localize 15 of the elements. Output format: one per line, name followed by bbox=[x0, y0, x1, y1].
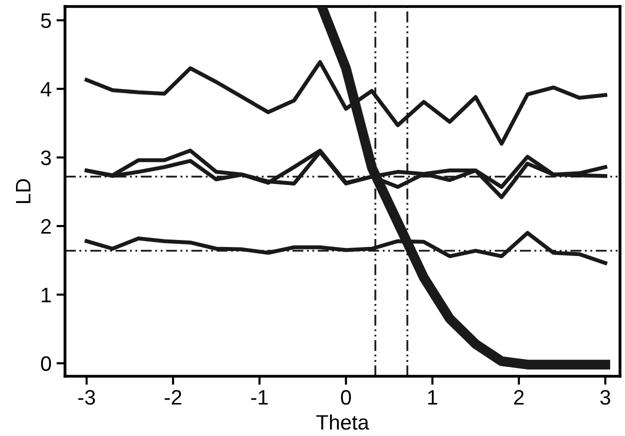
x-tick-label: -3 bbox=[78, 390, 95, 405]
x-tick-label: 2 bbox=[514, 390, 524, 405]
y-axis-title: LD bbox=[16, 179, 30, 204]
x-tick-label: -1 bbox=[251, 390, 268, 405]
y-tick-label: 1 bbox=[42, 288, 51, 302]
x-tick-label: 3 bbox=[600, 390, 610, 405]
x-tick-label: 1 bbox=[428, 390, 438, 405]
y-tick-label: 3 bbox=[41, 150, 51, 166]
y-tick-label: 4 bbox=[40, 82, 52, 96]
y-tick-label: 0 bbox=[41, 356, 51, 371]
x-tick-label: 0 bbox=[340, 390, 351, 405]
x-tick-label: -2 bbox=[164, 390, 182, 405]
y-tick-label: 5 bbox=[41, 13, 51, 28]
x-axis-title: Theta bbox=[316, 414, 370, 430]
y-tick-label: 2 bbox=[41, 219, 51, 234]
